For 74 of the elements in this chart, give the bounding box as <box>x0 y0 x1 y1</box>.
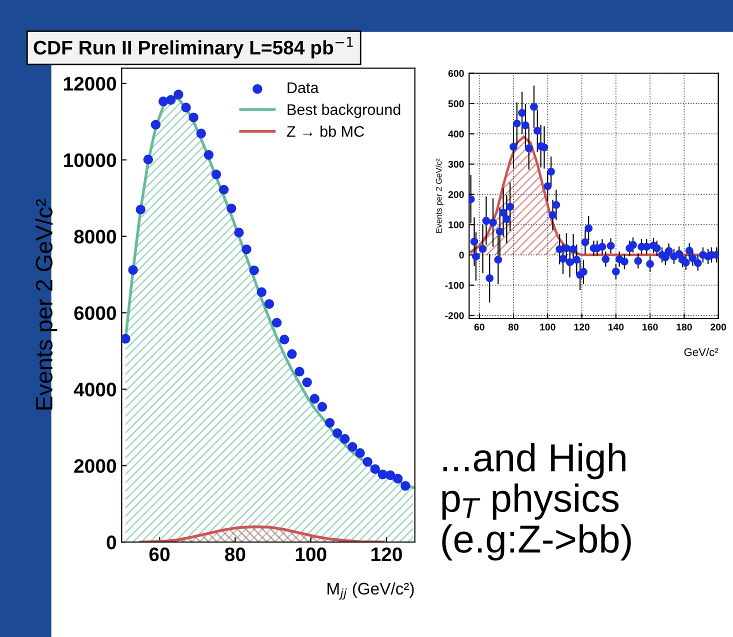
y-tick-label: 4000 <box>74 382 116 396</box>
point <box>234 228 244 238</box>
y-tick-label: 400 <box>448 130 464 138</box>
point <box>211 170 222 180</box>
legend-label: Data <box>288 82 319 94</box>
x-tick-label: 100 <box>296 547 326 562</box>
x-tick-label: 100 <box>540 324 556 330</box>
legend-label: Z → bb MC <box>286 126 364 137</box>
point <box>287 349 297 359</box>
point <box>272 318 282 328</box>
point <box>242 244 252 254</box>
point <box>181 102 191 112</box>
x-tick-label: 200 <box>710 324 726 330</box>
x-axis-title: M$_{jj}$ (GeV/c²) <box>328 582 414 600</box>
point <box>196 128 206 138</box>
point <box>362 456 372 467</box>
point <box>218 184 229 195</box>
x-tick-label: 140 <box>608 324 624 330</box>
point <box>143 154 154 164</box>
point <box>256 287 267 297</box>
y-tick-label: 600 <box>448 70 464 77</box>
point <box>249 265 259 276</box>
point <box>385 470 396 480</box>
x-tick-label: 80 <box>224 547 246 562</box>
y-tick-label: 6000 <box>74 306 116 320</box>
point <box>279 334 290 344</box>
y-tick-label: 100 <box>448 221 464 228</box>
point <box>136 204 146 214</box>
point <box>150 120 161 130</box>
chart-title: CDF Run II Preliminary L=584 pb$^{−1}$ <box>34 36 353 58</box>
point <box>348 442 358 452</box>
x-axis-title: GeV/c² <box>684 348 718 356</box>
point <box>340 434 350 444</box>
y-tick-label: 500 <box>448 100 464 108</box>
y-tick-label: 0 <box>459 252 464 259</box>
legend-label: Best background <box>288 104 400 118</box>
y-axis-title: Events per 2 GeV/c² <box>35 199 58 410</box>
point <box>188 112 198 122</box>
x-tick-label: 120 <box>574 324 590 330</box>
y-tick-label: 8000 <box>74 230 116 244</box>
x-tick-label: 120 <box>372 547 402 562</box>
point <box>310 394 320 404</box>
y-axis-title: Events per 2 GeV/c² <box>436 158 444 233</box>
y-tick-label: 12000 <box>64 76 116 91</box>
y-tick-label: 2000 <box>74 459 116 473</box>
y-tick-label: 200 <box>448 191 464 198</box>
x-tick-label: 160 <box>642 324 658 330</box>
point <box>355 448 365 458</box>
point <box>122 334 130 344</box>
y-tick-label: 0 <box>106 536 116 550</box>
point <box>294 366 304 376</box>
point <box>264 299 274 309</box>
text: ...and High p$_{T}$ physics (e.g:Z->bb) <box>442 443 631 561</box>
x-tick-label: 80 <box>508 324 519 330</box>
point <box>226 204 236 214</box>
y-tick-label: 10000 <box>64 153 116 168</box>
x-tick-label: 180 <box>676 324 692 330</box>
y-tick-label: 300 <box>448 160 464 168</box>
y-tick-label: -100 <box>445 282 464 289</box>
point <box>166 95 176 105</box>
point <box>174 90 184 100</box>
point <box>400 481 410 491</box>
point <box>392 474 403 484</box>
point <box>302 377 312 388</box>
x-tick-label: 60 <box>149 547 170 562</box>
point <box>370 464 380 474</box>
point <box>324 418 335 428</box>
point <box>158 96 168 106</box>
point <box>128 265 138 275</box>
point <box>204 150 214 160</box>
x-tick-label: 60 <box>474 324 484 330</box>
point <box>332 428 342 438</box>
y-tick-label: -200 <box>445 312 464 320</box>
point <box>317 402 328 412</box>
